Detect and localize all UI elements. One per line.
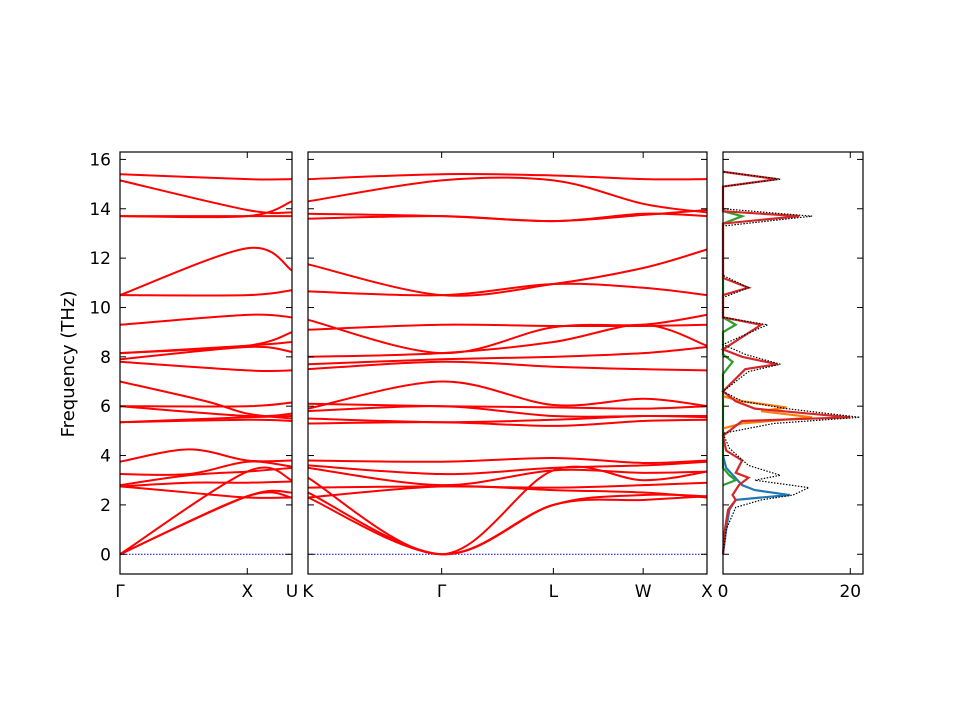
phonon-band-5: [307, 481, 708, 489]
phonon-band-23: [119, 179, 293, 215]
phonon-band-7: [307, 460, 708, 476]
phonon-band-4: [119, 485, 293, 499]
phonon-band-23: [307, 176, 708, 214]
phonon-band-18: [119, 313, 293, 326]
phonon-band-3: [119, 466, 293, 556]
x-tick-label: Γ: [437, 582, 447, 602]
phonon-band-10: [119, 415, 293, 424]
phonon-band-24: [307, 173, 708, 181]
x-tick-label: U: [286, 582, 298, 602]
phonon-band-6: [119, 466, 293, 487]
phonon-band-17: [119, 331, 293, 355]
x-tick-label: K: [302, 582, 314, 602]
phonon-band-15: [307, 345, 708, 366]
band-structure-panel-left: Γ X U 0 2 4 6 8 10 12 14 16: [89, 150, 298, 602]
y-tick-label: 2: [100, 496, 111, 516]
x-tick-label: W: [635, 582, 652, 602]
x-tick-label: X: [241, 582, 253, 602]
y-tick-label: 10: [89, 298, 111, 318]
phonon-band-17: [307, 313, 708, 355]
phonon-band-22: [119, 200, 293, 219]
dos-x-tick-label: 0: [718, 582, 729, 602]
phonon-band-4: [307, 485, 708, 499]
phonon-band-13: [119, 380, 293, 420]
y-tick-label: 0: [100, 545, 111, 565]
phonon-band-20: [307, 248, 708, 297]
phonon-band-2: [119, 489, 293, 556]
y-tick-label: 4: [100, 447, 111, 467]
phonon-band-14: [307, 360, 708, 372]
x-tick-label: L: [549, 582, 559, 602]
phonon-band-8: [119, 448, 293, 463]
phonon-band-19: [119, 289, 293, 297]
y-tick-label: 14: [89, 200, 111, 220]
phonon-band-18: [307, 323, 708, 331]
phonon-band-9: [307, 418, 708, 427]
phonon-band-2: [307, 491, 708, 556]
dos-panel: 0 20: [718, 151, 864, 602]
phonon-band-11: [307, 405, 707, 418]
phonon-band-6: [307, 466, 708, 487]
y-tick-label: 8: [100, 348, 111, 368]
y-axis-label: Frequency (THz): [58, 291, 79, 438]
phonon-band-8: [307, 457, 708, 464]
dos-x-tick-label: 20: [839, 582, 861, 602]
x-tick-label: Γ: [115, 582, 125, 602]
y-tick-label: 16: [89, 150, 111, 170]
phonon-band-11: [119, 405, 293, 418]
phonon-band-20: [119, 246, 293, 297]
phonon-band-13: [307, 380, 708, 410]
dos-panel-frame: [722, 151, 864, 575]
panel-frame: [307, 151, 708, 575]
phonon-band-14: [119, 360, 293, 373]
phonon-band-12: [119, 401, 293, 408]
y-axis-label-group: Frequency (THz): [58, 291, 79, 438]
y-tick-label: 12: [89, 249, 111, 269]
phonon-band-12: [307, 402, 708, 410]
y-tick-label: 6: [100, 397, 111, 417]
phonon-band-24: [119, 173, 293, 181]
phonon-band-3: [307, 465, 708, 556]
phonon-band-7: [119, 460, 293, 476]
x-tick-label: X: [701, 582, 713, 602]
dos-curve-1: [721, 455, 790, 555]
phonon-band-5: [119, 480, 293, 488]
phonon-band-22: [307, 208, 708, 223]
panel-frame: [119, 151, 293, 575]
